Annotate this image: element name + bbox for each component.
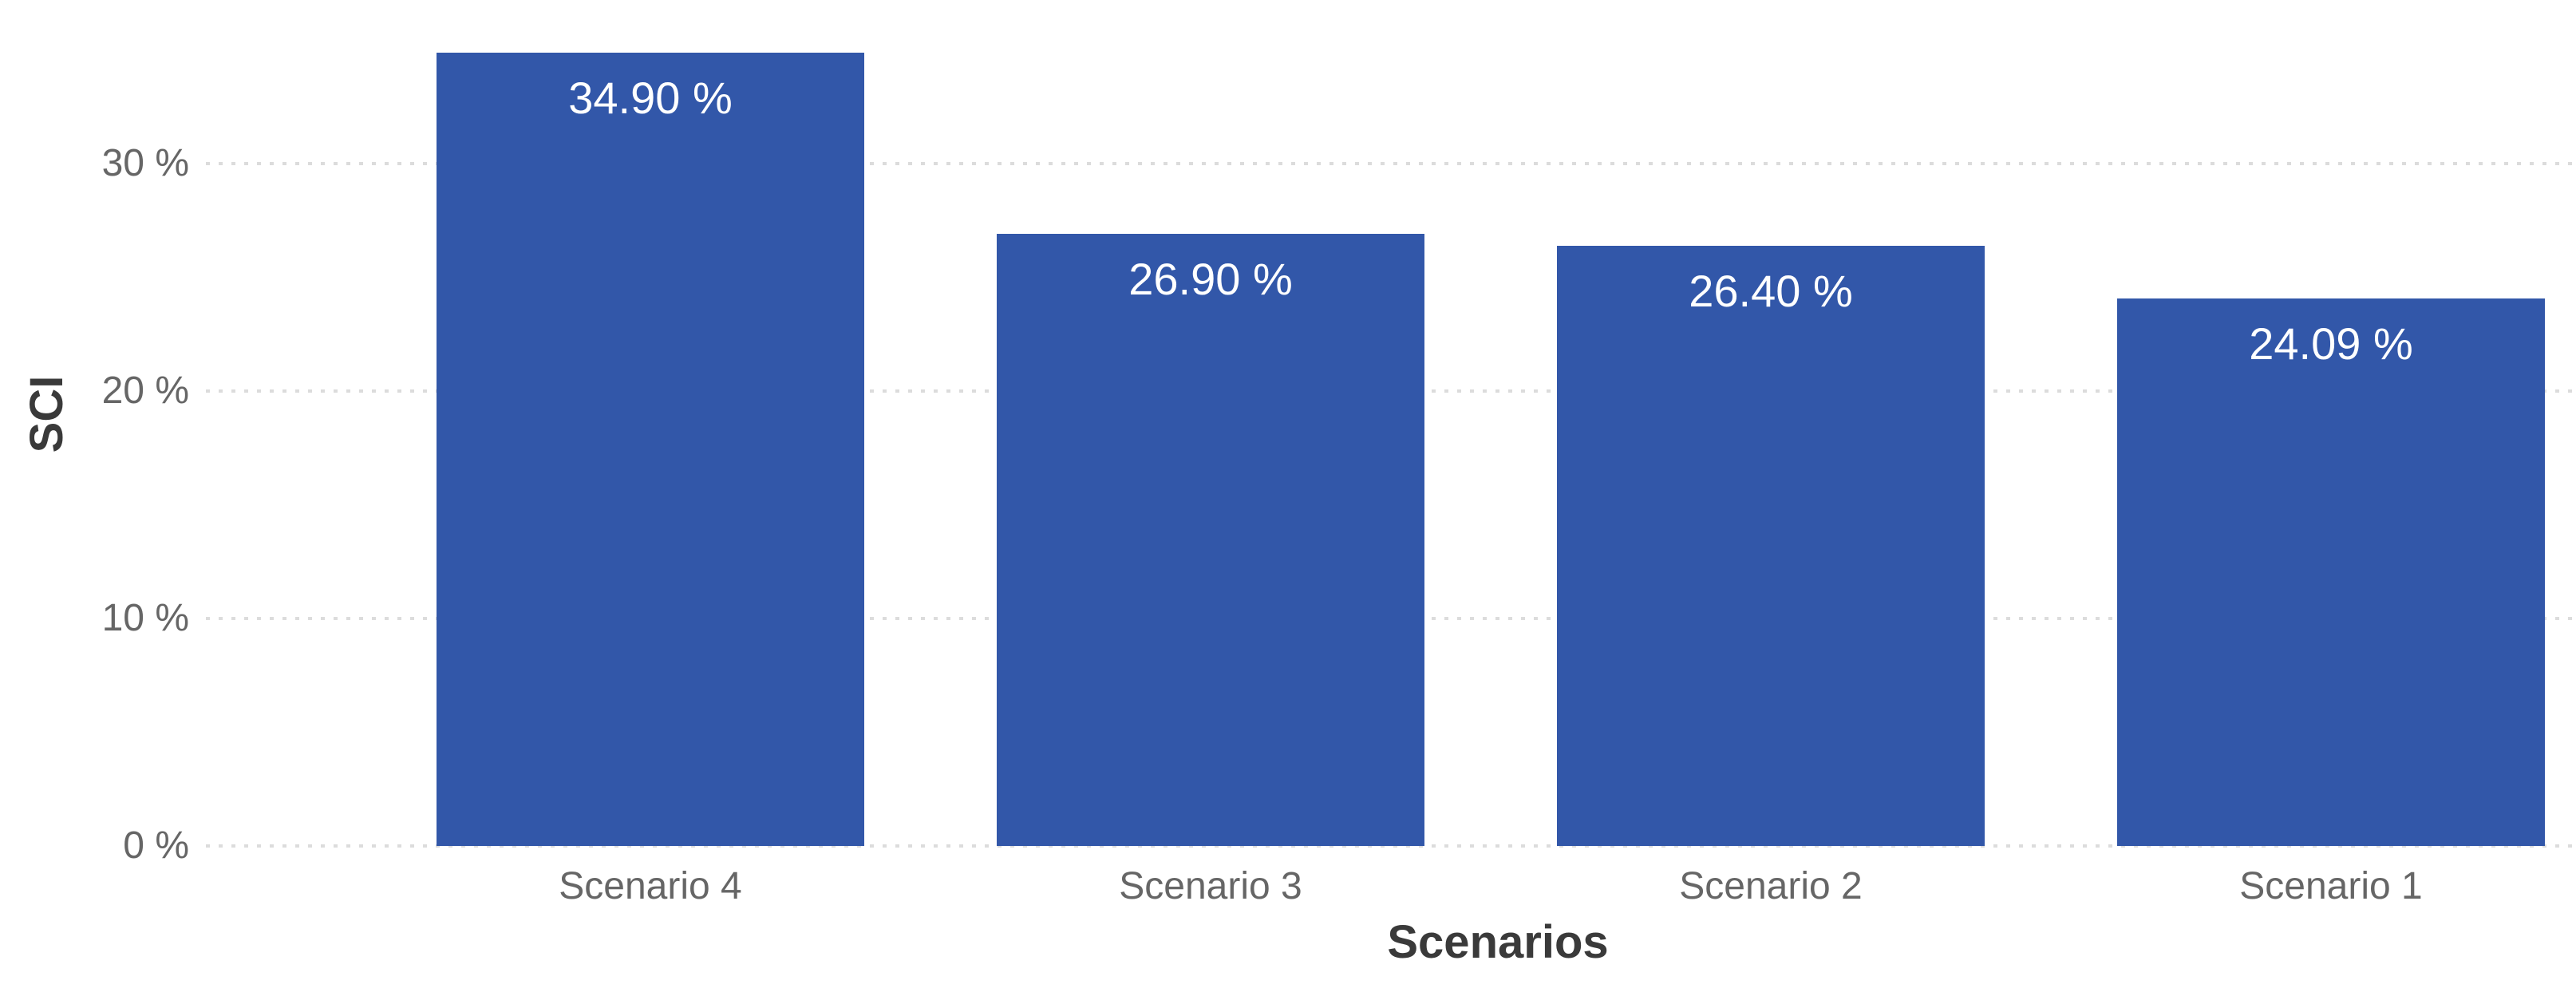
category-label-scenario-2: Scenario 2 bbox=[1679, 865, 1863, 907]
y-tick-label-30pct: 30 % bbox=[101, 142, 189, 184]
y-tick-label-0pct: 0 % bbox=[123, 824, 189, 867]
bar-scenario-1[interactable] bbox=[2117, 298, 2545, 846]
bar-scenario-4[interactable] bbox=[437, 53, 864, 846]
category-label-scenario-3: Scenario 3 bbox=[1119, 865, 1302, 907]
gridline-30pct bbox=[206, 162, 2576, 165]
data-label-scenario-3: 26.90 % bbox=[1128, 254, 1293, 304]
gridline-0pct bbox=[206, 844, 2576, 848]
data-label-scenario-1: 24.09 % bbox=[2249, 318, 2413, 369]
y-axis-title: SCI bbox=[21, 375, 73, 453]
data-label-scenario-2: 26.40 % bbox=[1689, 266, 1853, 316]
data-label-scenario-4: 34.90 % bbox=[568, 73, 733, 123]
category-label-scenario-1: Scenario 1 bbox=[2239, 865, 2423, 907]
y-tick-label-10pct: 10 % bbox=[101, 597, 189, 639]
category-label-scenario-4: Scenario 4 bbox=[559, 865, 742, 907]
y-tick-label-20pct: 20 % bbox=[101, 370, 189, 412]
bar-scenario-3[interactable] bbox=[997, 234, 1424, 846]
x-axis-title: Scenarios bbox=[1387, 916, 1609, 968]
bar-scenario-2[interactable] bbox=[1557, 246, 1985, 846]
